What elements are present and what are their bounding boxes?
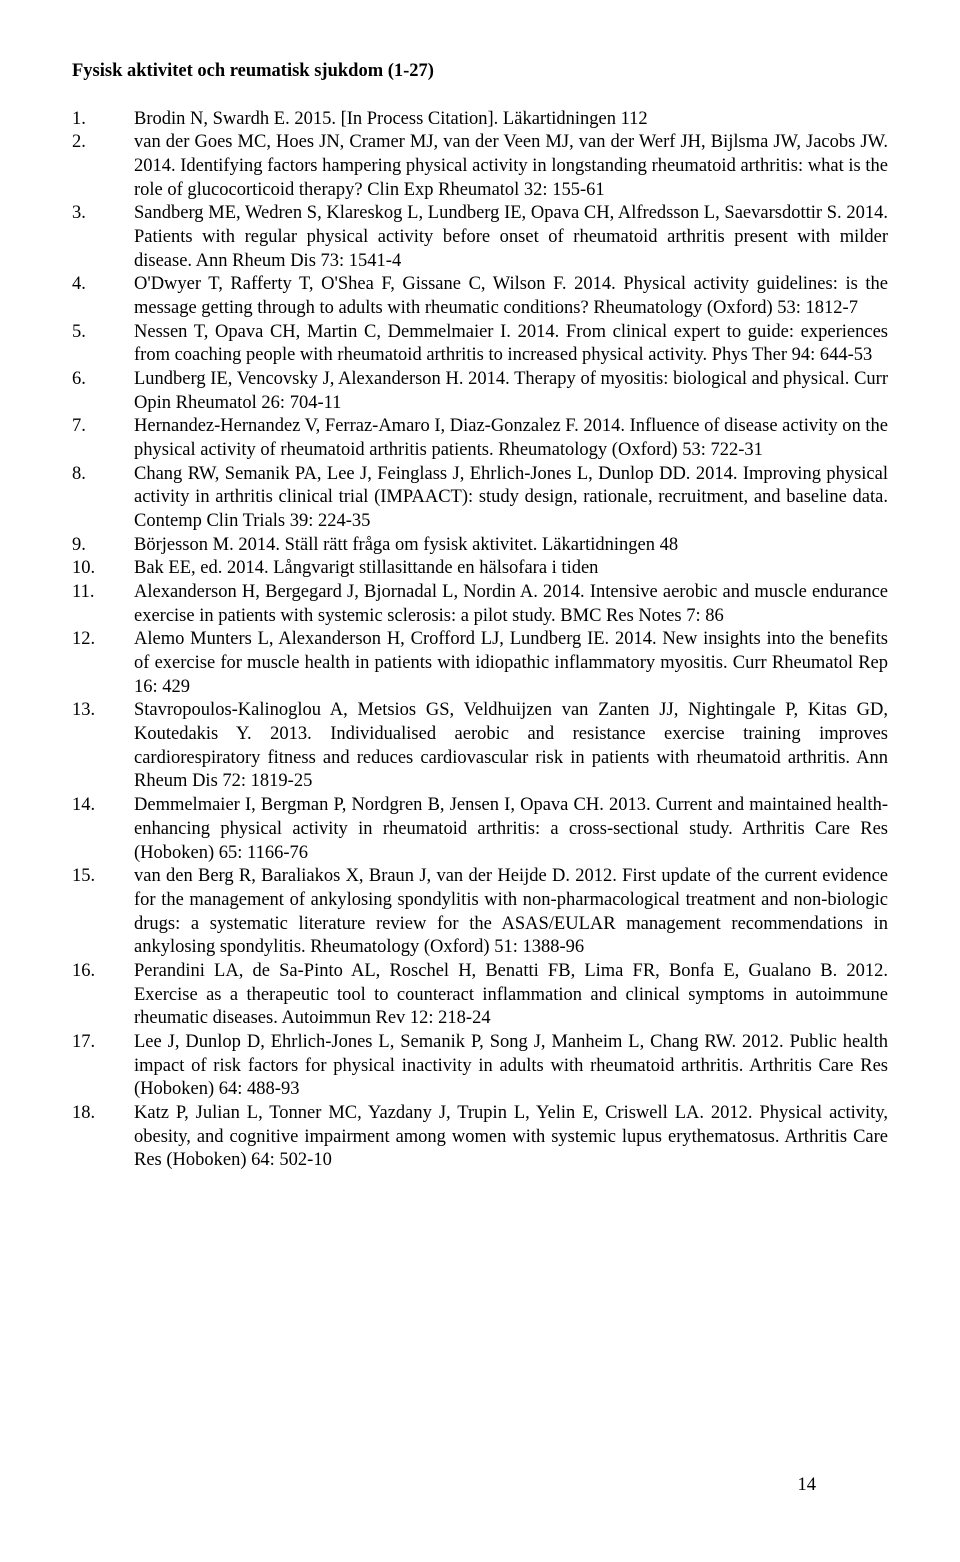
reference-text: Perandini LA, de Sa-Pinto AL, Roschel H,… xyxy=(134,960,888,1031)
reference-item: 6.Lundberg IE, Vencovsky J, Alexanderson… xyxy=(72,368,888,415)
reference-item: 1.Brodin N, Swardh E. 2015. [In Process … xyxy=(72,108,888,132)
reference-number: 6. xyxy=(72,368,134,415)
reference-number: 5. xyxy=(72,321,134,368)
reference-text: Hernandez-Hernandez V, Ferraz-Amaro I, D… xyxy=(134,415,888,462)
reference-text: Katz P, Julian L, Tonner MC, Yazdany J, … xyxy=(134,1102,888,1173)
reference-text: Börjesson M. 2014. Ställ rätt fråga om f… xyxy=(134,534,888,558)
page-number: 14 xyxy=(798,1474,817,1498)
reference-item: 12.Alemo Munters L, Alexanderson H, Crof… xyxy=(72,628,888,699)
reference-number: 12. xyxy=(72,628,134,699)
reference-number: 3. xyxy=(72,202,134,273)
reference-item: 14.Demmelmaier I, Bergman P, Nordgren B,… xyxy=(72,794,888,865)
page-title: Fysisk aktivitet och reumatisk sjukdom (… xyxy=(72,60,888,84)
reference-item: 2.van der Goes MC, Hoes JN, Cramer MJ, v… xyxy=(72,131,888,202)
document-page: Fysisk aktivitet och reumatisk sjukdom (… xyxy=(72,60,888,1522)
reference-item: 8.Chang RW, Semanik PA, Lee J, Feinglass… xyxy=(72,463,888,534)
reference-number: 16. xyxy=(72,960,134,1031)
reference-item: 15.van den Berg R, Baraliakos X, Braun J… xyxy=(72,865,888,960)
reference-item: 18.Katz P, Julian L, Tonner MC, Yazdany … xyxy=(72,1102,888,1173)
reference-text: O'Dwyer T, Rafferty T, O'Shea F, Gissane… xyxy=(134,273,888,320)
reference-text: van den Berg R, Baraliakos X, Braun J, v… xyxy=(134,865,888,960)
reference-text: Sandberg ME, Wedren S, Klareskog L, Lund… xyxy=(134,202,888,273)
reference-item: 9.Börjesson M. 2014. Ställ rätt fråga om… xyxy=(72,534,888,558)
reference-item: 5.Nessen T, Opava CH, Martin C, Demmelma… xyxy=(72,321,888,368)
reference-number: 7. xyxy=(72,415,134,462)
reference-number: 11. xyxy=(72,581,134,628)
reference-text: Lee J, Dunlop D, Ehrlich-Jones L, Semani… xyxy=(134,1031,888,1102)
reference-text: van der Goes MC, Hoes JN, Cramer MJ, van… xyxy=(134,131,888,202)
reference-text: Demmelmaier I, Bergman P, Nordgren B, Je… xyxy=(134,794,888,865)
reference-list: 1.Brodin N, Swardh E. 2015. [In Process … xyxy=(72,108,888,1173)
reference-item: 11.Alexanderson H, Bergegard J, Bjornada… xyxy=(72,581,888,628)
reference-number: 15. xyxy=(72,865,134,960)
reference-item: 10.Bak EE, ed. 2014. Långvarigt stillasi… xyxy=(72,557,888,581)
reference-number: 13. xyxy=(72,699,134,794)
reference-number: 1. xyxy=(72,108,134,132)
reference-text: Nessen T, Opava CH, Martin C, Demmelmaie… xyxy=(134,321,888,368)
reference-number: 17. xyxy=(72,1031,134,1102)
reference-number: 14. xyxy=(72,794,134,865)
reference-item: 3.Sandberg ME, Wedren S, Klareskog L, Lu… xyxy=(72,202,888,273)
reference-text: Bak EE, ed. 2014. Långvarigt stillasitta… xyxy=(134,557,888,581)
reference-number: 4. xyxy=(72,273,134,320)
reference-text: Alexanderson H, Bergegard J, Bjornadal L… xyxy=(134,581,888,628)
reference-item: 13.Stavropoulos-Kalinoglou A, Metsios GS… xyxy=(72,699,888,794)
reference-number: 8. xyxy=(72,463,134,534)
reference-text: Lundberg IE, Vencovsky J, Alexanderson H… xyxy=(134,368,888,415)
reference-number: 18. xyxy=(72,1102,134,1173)
reference-text: Alemo Munters L, Alexanderson H, Croffor… xyxy=(134,628,888,699)
reference-item: 16.Perandini LA, de Sa-Pinto AL, Roschel… xyxy=(72,960,888,1031)
reference-item: 7.Hernandez-Hernandez V, Ferraz-Amaro I,… xyxy=(72,415,888,462)
reference-text: Brodin N, Swardh E. 2015. [In Process Ci… xyxy=(134,108,888,132)
reference-number: 10. xyxy=(72,557,134,581)
reference-item: 17.Lee J, Dunlop D, Ehrlich-Jones L, Sem… xyxy=(72,1031,888,1102)
reference-number: 2. xyxy=(72,131,134,202)
reference-text: Chang RW, Semanik PA, Lee J, Feinglass J… xyxy=(134,463,888,534)
reference-number: 9. xyxy=(72,534,134,558)
reference-text: Stavropoulos-Kalinoglou A, Metsios GS, V… xyxy=(134,699,888,794)
reference-item: 4.O'Dwyer T, Rafferty T, O'Shea F, Gissa… xyxy=(72,273,888,320)
